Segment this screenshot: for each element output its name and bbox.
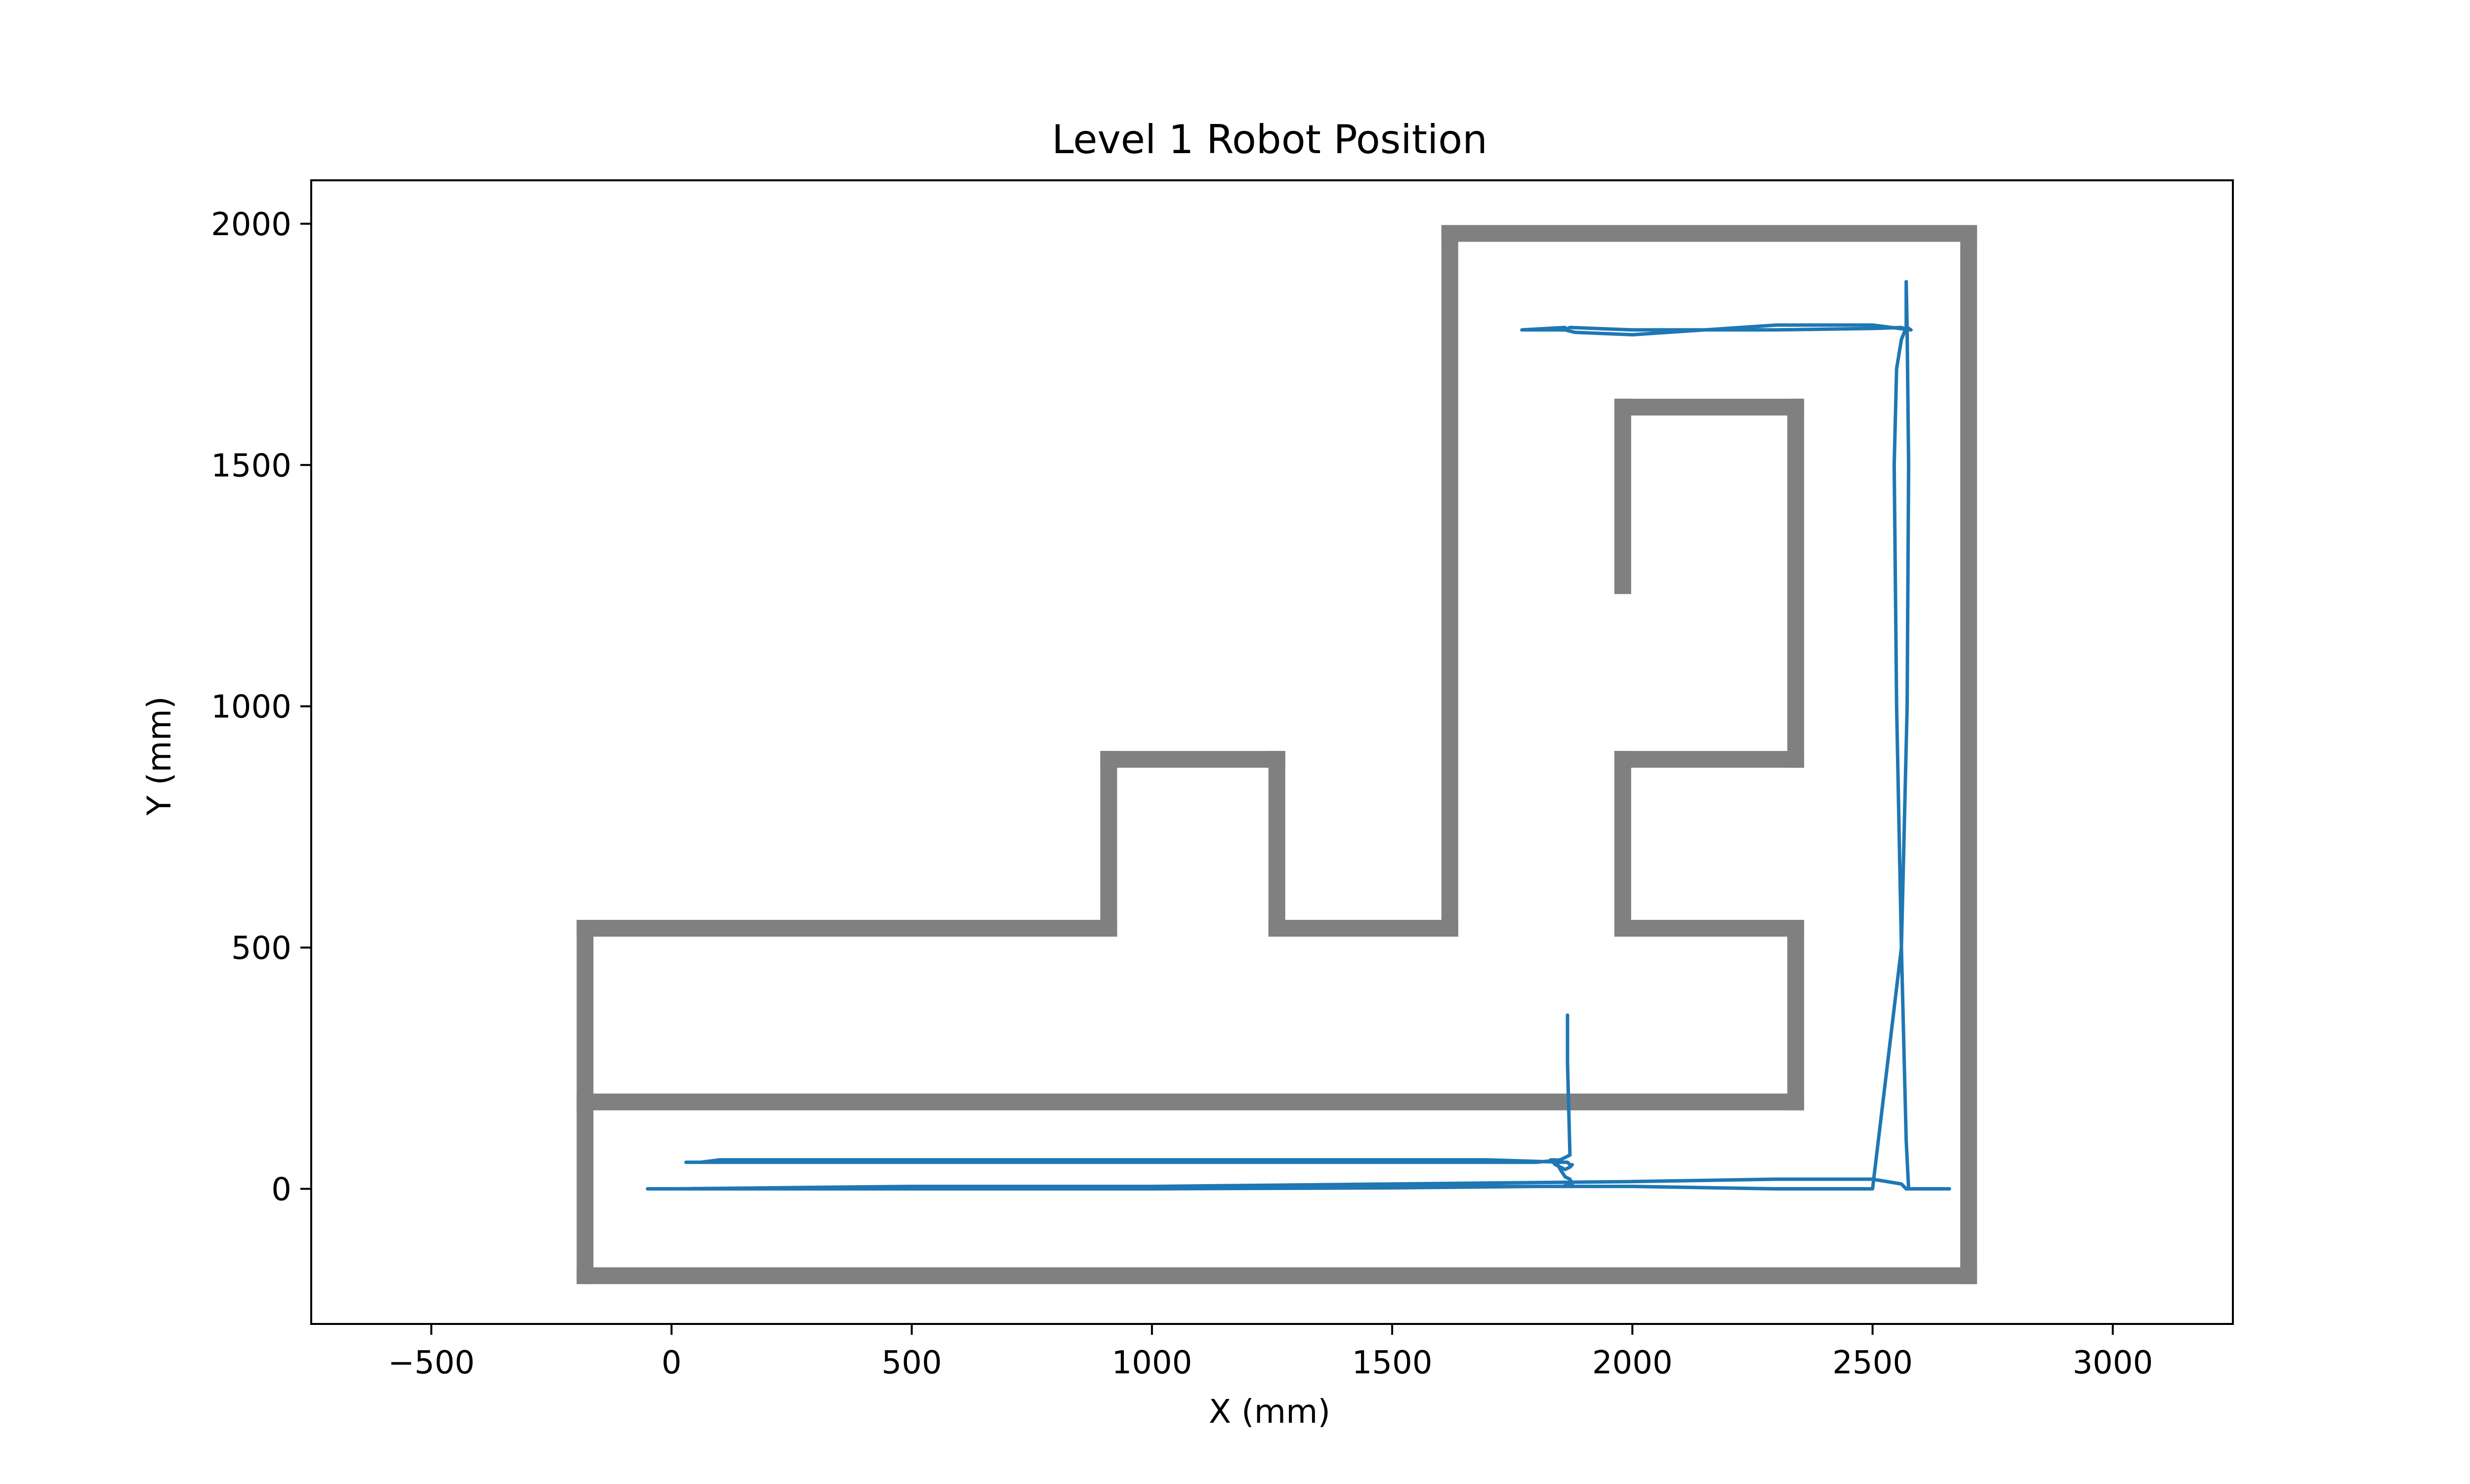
x-tick-label: 2000: [1592, 1345, 1673, 1381]
x-tick-label: 0: [661, 1345, 682, 1381]
x-tick-label: −500: [388, 1345, 475, 1381]
x-tick-label: 500: [882, 1345, 942, 1381]
chart-title: Level 1 Robot Position: [1052, 117, 1487, 163]
robot-trajectory-line: [646, 280, 1951, 1191]
y-tick-label: 2000: [211, 206, 291, 243]
trajectory-series: [646, 280, 1951, 1191]
y-axis-ticks: 0 500 1000 1500 2000: [211, 206, 311, 1208]
y-tick-label: 500: [231, 930, 291, 967]
y-tick-label: 1000: [211, 689, 291, 726]
x-axis-label: X (mm): [1209, 1393, 1330, 1431]
x-tick-label: 2500: [1832, 1345, 1913, 1381]
x-tick-label: 3000: [2072, 1345, 2153, 1381]
y-axis-label: Y (mm): [140, 696, 178, 816]
x-axis-ticks: −500 0 500 1000 1500 2000 2500 3000: [388, 1324, 2153, 1381]
y-tick-label: 1500: [211, 448, 291, 484]
x-tick-label: 1000: [1112, 1345, 1192, 1381]
y-tick-label: 0: [271, 1171, 291, 1208]
axes-frame: [310, 179, 2234, 1325]
x-tick-label: 1500: [1352, 1345, 1433, 1381]
maze-walls: [576, 225, 1977, 1284]
